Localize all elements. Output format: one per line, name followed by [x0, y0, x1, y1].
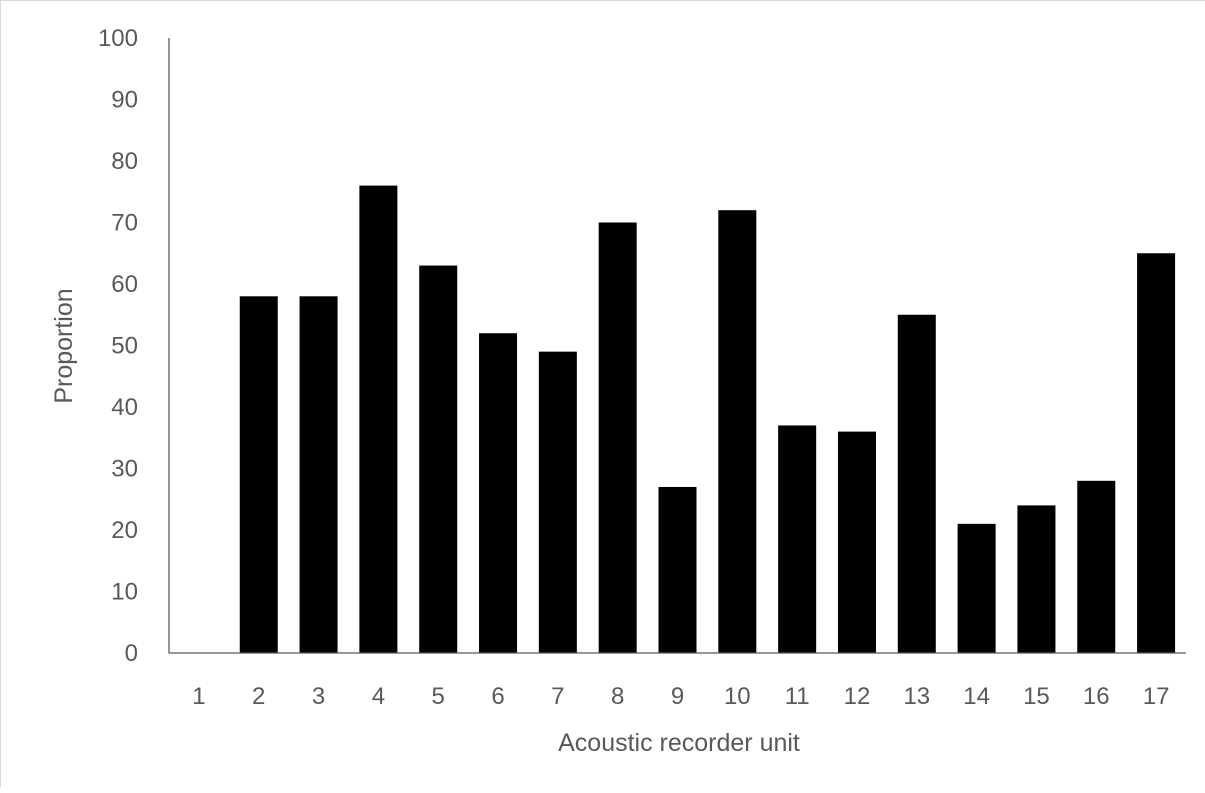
y-tick-label-70: 70 — [111, 210, 138, 237]
bar-12 — [837, 431, 876, 653]
bar-16 — [1077, 480, 1116, 653]
x-tick-label-10: 10 — [724, 683, 751, 710]
x-axis-title: Acoustic recorder unit — [558, 729, 800, 757]
axes-layer — [168, 38, 1186, 654]
x-tick-label-5: 5 — [432, 683, 445, 710]
bar-11 — [778, 425, 817, 653]
y-tick-label-90: 90 — [111, 87, 138, 114]
x-tick-label-4: 4 — [372, 683, 385, 710]
bar-17 — [1137, 253, 1176, 653]
x-tick-label-1: 1 — [192, 683, 205, 710]
bar-13 — [897, 314, 936, 653]
bar-7 — [538, 351, 577, 653]
bar-8 — [598, 222, 637, 653]
y-axis-title: Proportion — [50, 288, 78, 403]
bar-14 — [957, 523, 996, 653]
y-tick-label-0: 0 — [125, 640, 138, 667]
y-tick-labels: 0 10 20 30 40 50 60 70 80 90 100 — [98, 25, 138, 667]
bar-9 — [658, 486, 697, 653]
y-tick-label-60: 60 — [111, 271, 138, 298]
x-tick-label-17: 17 — [1143, 683, 1170, 710]
x-tick-label-15: 15 — [1023, 683, 1050, 710]
bar-15 — [1017, 505, 1056, 653]
x-tick-label-9: 9 — [671, 683, 684, 710]
x-tick-label-8: 8 — [611, 683, 624, 710]
x-tick-label-14: 14 — [963, 683, 990, 710]
y-tick-label-50: 50 — [111, 333, 138, 360]
y-tick-label-20: 20 — [111, 517, 138, 544]
x-tick-label-13: 13 — [903, 683, 930, 710]
x-tick-label-3: 3 — [312, 683, 325, 710]
x-tick-label-6: 6 — [491, 683, 504, 710]
y-tick-label-100: 100 — [98, 25, 138, 52]
bar-3 — [299, 296, 338, 653]
x-tick-label-11: 11 — [785, 683, 810, 710]
bar-10 — [718, 210, 757, 653]
x-tick-label-16: 16 — [1083, 683, 1110, 710]
x-tick-label-12: 12 — [844, 683, 871, 710]
bar-2 — [239, 296, 278, 653]
x-tick-label-2: 2 — [252, 683, 265, 710]
y-tick-label-40: 40 — [111, 394, 138, 421]
bars-layer — [239, 185, 1176, 653]
bar-5 — [419, 265, 458, 653]
y-tick-label-30: 30 — [111, 456, 138, 483]
x-tick-labels: 1 2 3 4 5 6 7 8 9 10 11 12 13 14 15 16 17 — [192, 683, 1169, 710]
y-tick-label-10: 10 — [111, 579, 138, 606]
y-tick-label-80: 80 — [111, 148, 138, 175]
x-tick-label-7: 7 — [551, 683, 564, 710]
bar-6 — [479, 333, 518, 653]
bar-4 — [359, 185, 398, 653]
